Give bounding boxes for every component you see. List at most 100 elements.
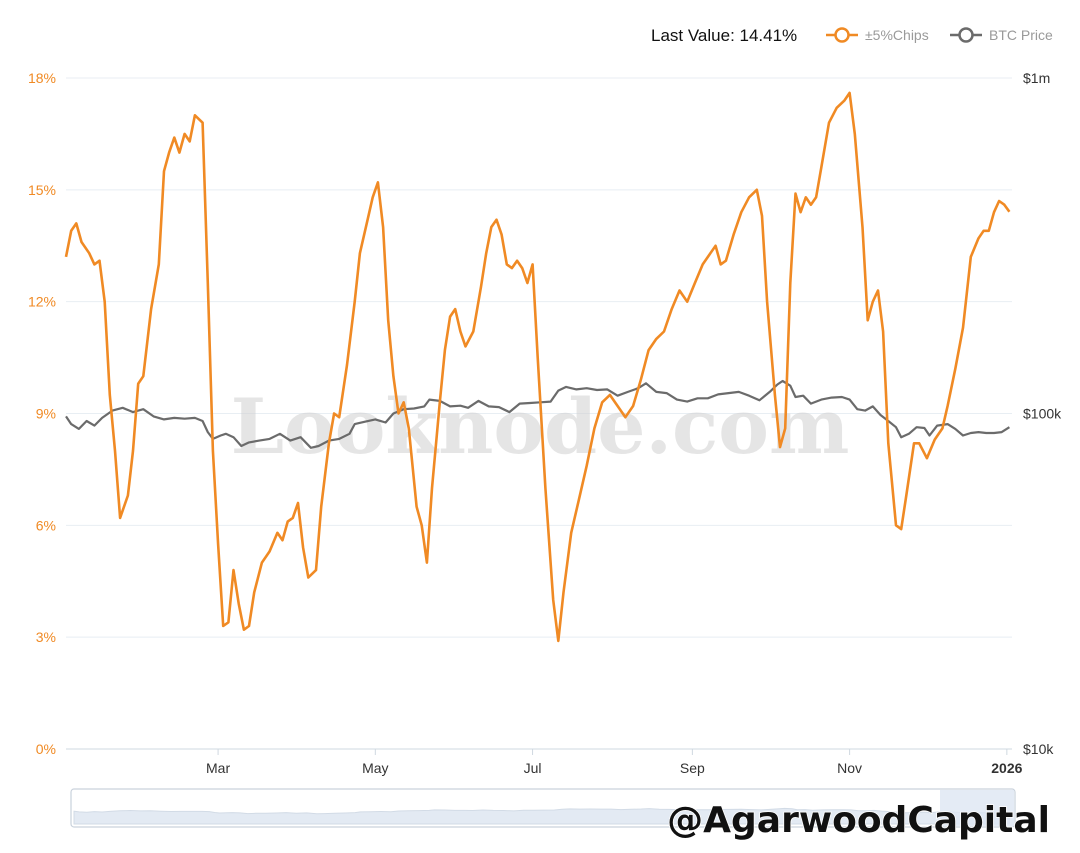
chips-data-point (80, 241, 82, 243)
btc-data-point (758, 399, 760, 401)
chips-data-point (232, 569, 234, 571)
x-tick-label: Jul (524, 760, 542, 776)
y-left-tick-label: 15% (28, 182, 56, 198)
y-axis-left: 0% 3% 6% 9% 12% 15% 18% (28, 70, 56, 757)
chips-data-point (392, 375, 394, 377)
range-navigator[interactable] (70, 788, 1016, 828)
chips-data-point (586, 465, 588, 467)
btc-data-point (122, 407, 124, 409)
btc-price-series-line (65, 379, 1010, 449)
btc-data-point (423, 405, 425, 407)
chips-data-point (268, 550, 270, 552)
chips-data-point (836, 107, 838, 109)
btc-data-point (557, 389, 559, 391)
btc-data-point (565, 386, 567, 388)
btc-data-point (993, 432, 995, 434)
btc-data-point (163, 418, 165, 420)
btc-data-point (769, 391, 771, 393)
btc-data-point (93, 424, 95, 426)
chips-data-point (444, 349, 446, 351)
chips-data-point (403, 401, 405, 403)
chips-data-point (127, 494, 129, 496)
btc-data-point (665, 392, 667, 394)
chips-data-point (861, 226, 863, 228)
x-tick-label: May (362, 760, 388, 776)
btc-data-point (258, 439, 260, 441)
chips-data-point (609, 394, 611, 396)
chips-data-point (926, 457, 928, 459)
chips-data-point (178, 151, 180, 153)
btc-data-point (856, 408, 858, 410)
chips-data-point (75, 222, 77, 224)
btc-data-point (508, 411, 510, 413)
chips-data-point (227, 621, 229, 623)
btc-data-point (467, 407, 469, 409)
btc-data-point (776, 383, 778, 385)
legend-item-chips[interactable]: ±5%Chips (826, 27, 929, 43)
chips-data-point (372, 196, 374, 198)
y-left-tick-label: 9% (36, 406, 56, 422)
btc-data-point (289, 439, 291, 441)
chips-data-point (748, 196, 750, 198)
btc-data-point (310, 447, 312, 449)
btc-data-point (1001, 431, 1003, 433)
chips-data-point (307, 576, 309, 578)
chips-data-point (632, 405, 634, 407)
chips-data-point (137, 383, 139, 385)
chips-data-point (464, 345, 466, 347)
btc-data-point (142, 408, 144, 410)
chips-data-point (756, 189, 758, 191)
chips-data-point (946, 405, 948, 407)
chips-data-point (663, 330, 665, 332)
btc-data-point (85, 420, 87, 422)
chips-data-point (207, 282, 209, 284)
btc-data-point (616, 395, 618, 397)
y-right-tick-label: $10k (1023, 741, 1054, 757)
chips-data-point (998, 200, 1000, 202)
chips-data-point (521, 267, 523, 269)
chips-data-point (183, 133, 185, 135)
btc-data-point (354, 423, 356, 425)
btc-data-point (794, 396, 796, 398)
chips-data-point (962, 327, 964, 329)
chips-data-point (65, 256, 67, 258)
btc-data-point (586, 387, 588, 389)
chips-data-point (820, 166, 822, 168)
chips-data-point (918, 442, 920, 444)
chips-data-point (88, 252, 90, 254)
btc-data-point (717, 393, 719, 395)
btc-data-point (279, 433, 281, 435)
btc-data-point (900, 436, 902, 438)
chips-data-point (217, 543, 219, 545)
chips-data-point (616, 405, 618, 407)
chips-data-point (544, 487, 546, 489)
btc-data-point (830, 396, 832, 398)
chips-data-point (624, 416, 626, 418)
btc-data-point (1008, 426, 1010, 428)
chips-data-point (346, 364, 348, 366)
navigator-selected-range[interactable] (940, 790, 1014, 826)
legend-item-btc[interactable]: BTC Price (950, 27, 1053, 43)
legend-btc-label: BTC Price (989, 27, 1053, 43)
btc-data-point (392, 412, 394, 414)
chips-data-point (988, 230, 990, 232)
chips-data-point (109, 394, 111, 396)
btc-data-point (220, 434, 222, 436)
chips-data-point (485, 252, 487, 254)
chips-data-point (387, 319, 389, 321)
legend-btc-marker (958, 27, 974, 43)
btc-data-point (596, 389, 598, 391)
chips-data-point (163, 170, 165, 172)
legend-chips-label: ±5%Chips (865, 27, 929, 43)
y-left-tick-label: 3% (36, 629, 56, 645)
btc-data-point (923, 427, 925, 429)
btc-data-point (459, 405, 461, 407)
chips-data-point (557, 640, 559, 642)
chips-data-point (248, 625, 250, 627)
chips-data-point (431, 487, 433, 489)
chips-data-point (297, 502, 299, 504)
btc-data-point (70, 423, 72, 425)
btc-data-point (477, 400, 479, 402)
btc-data-point (928, 434, 930, 436)
btc-data-point (183, 418, 185, 420)
